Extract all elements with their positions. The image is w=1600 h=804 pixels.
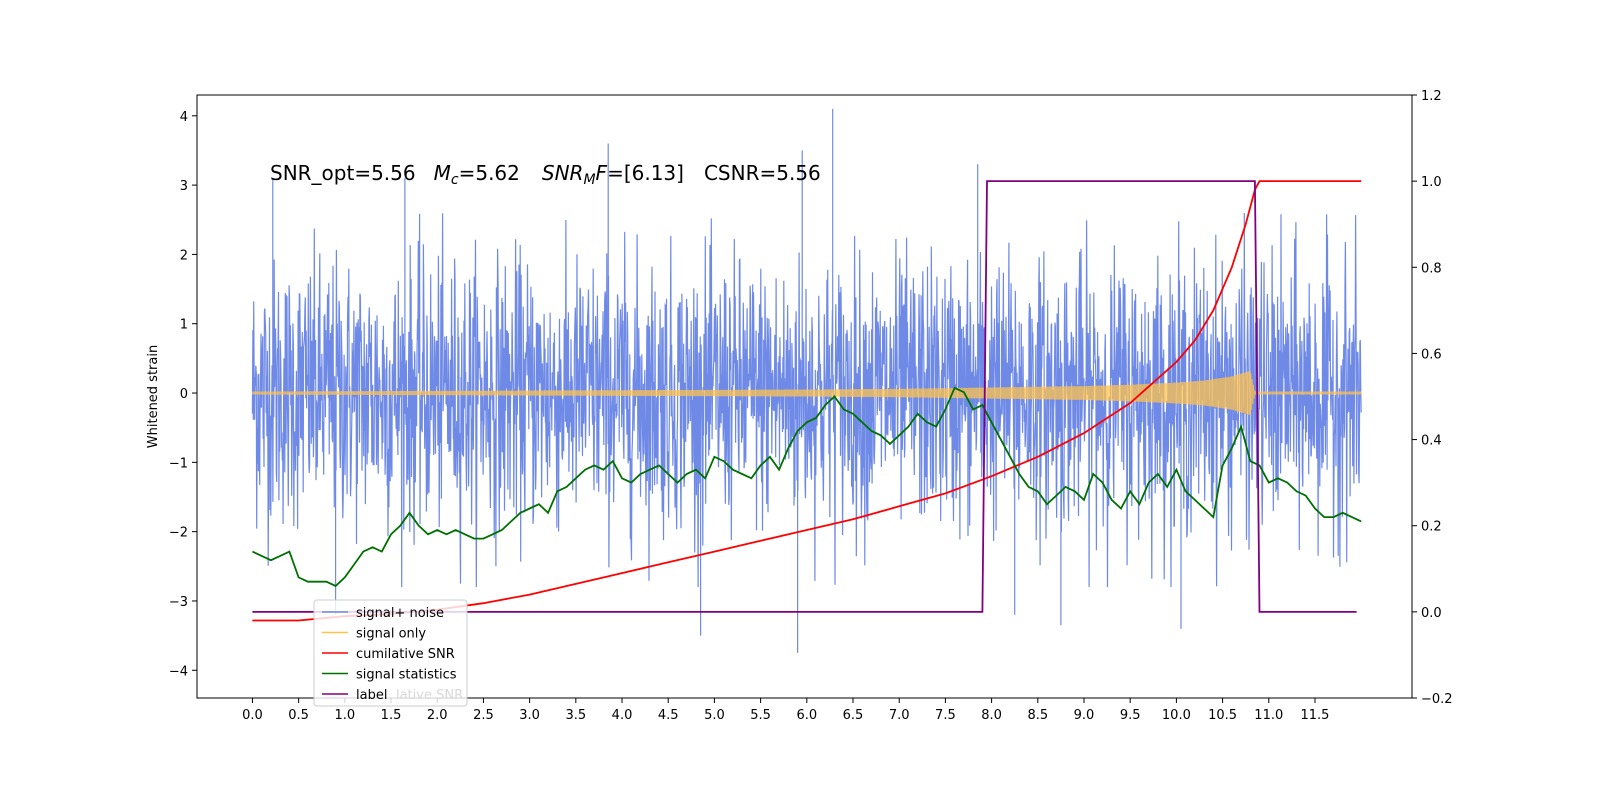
y-right-tick-label: 1.2 — [1421, 89, 1442, 104]
series-signal-noise — [251, 108, 1362, 653]
y-left-tick-label: −4 — [169, 664, 188, 679]
y-left-tick-label: −3 — [169, 595, 188, 610]
x-tick-label: 9.5 — [1120, 708, 1141, 723]
x-tick-label: 3.0 — [519, 708, 540, 723]
x-tick-label: 3.5 — [565, 708, 586, 723]
annotation-snrmf-value: =[6.13] — [607, 161, 684, 185]
annotation-snrmf-f: F — [596, 161, 608, 185]
y-left-tick-label: 1 — [180, 318, 188, 333]
annotation-text: SNR_opt=5.56 Mc=5.62 SNRMF=[6.13] CSNR=5.56 — [270, 161, 821, 188]
series-signal-only — [251, 370, 1362, 416]
x-tick-label: 5.5 — [750, 708, 771, 723]
x-tick-label: 11.0 — [1254, 708, 1283, 723]
y-right-tick-label: 0.8 — [1421, 261, 1442, 276]
annotation-mc-value: =5.62 — [459, 161, 520, 185]
y-left-tick-label: −1 — [169, 456, 188, 471]
legend-label: signal+ noise — [356, 606, 444, 621]
y-left-tick-label: 0 — [180, 387, 188, 402]
x-tick-label: 1.5 — [381, 708, 402, 723]
annotation-snrmf-subscript: M — [583, 172, 595, 188]
x-tick-label: 1.0 — [334, 708, 355, 723]
x-tick-label: 0.5 — [288, 708, 309, 723]
annotation-snrmf-symbol: SNR — [542, 161, 584, 185]
legend-ghost-label: lative SNR — [396, 688, 463, 703]
y-right-tick-label: 0.0 — [1421, 606, 1442, 621]
y-right-tick-label: 0.6 — [1421, 347, 1442, 362]
annotation-mc-symbol: M — [434, 161, 451, 185]
x-tick-label: 10.0 — [1162, 708, 1191, 723]
series-label — [252, 180, 1357, 613]
plot-frame — [196, 94, 1413, 699]
annotation-snr-opt: SNR_opt=5.56 — [270, 161, 416, 185]
annotation-mc-subscript: c — [451, 172, 459, 188]
x-tick-label: 4.5 — [658, 708, 679, 723]
y-left-tick-label: −2 — [169, 526, 188, 541]
series-signal-statistics — [252, 386, 1362, 588]
legend-box — [313, 599, 468, 707]
y-left-tick-label: 3 — [180, 179, 188, 194]
x-tick-label: 2.0 — [427, 708, 448, 723]
x-tick-label: 5.0 — [704, 708, 725, 723]
y-left-tick-label: 2 — [180, 248, 188, 263]
legend-label: signal only — [356, 627, 426, 642]
y-right-tick-label: 1.0 — [1421, 175, 1442, 190]
x-tick-label: 9.0 — [1074, 708, 1095, 723]
legend-label: cumilative SNR — [356, 647, 455, 662]
y-left-tick-label: 4 — [180, 110, 188, 125]
x-tick-label: 7.5 — [935, 708, 956, 723]
x-tick-label: 10.5 — [1208, 708, 1237, 723]
y-right-tick-label: 0.2 — [1421, 520, 1442, 535]
x-tick-label: 11.5 — [1301, 708, 1330, 723]
x-tick-label: 0.0 — [242, 708, 263, 723]
x-tick-label: 7.0 — [889, 708, 910, 723]
x-tick-label: 2.5 — [473, 708, 494, 723]
x-tick-label: 8.0 — [981, 708, 1002, 723]
y-axis-label: Whitened strain — [146, 345, 161, 448]
x-tick-label: 6.5 — [843, 708, 864, 723]
x-tick-label: 4.0 — [612, 708, 633, 723]
x-tick-label: 8.5 — [1027, 708, 1048, 723]
annotation-csnr: CSNR=5.56 — [704, 161, 821, 185]
legend-label: label — [356, 688, 387, 703]
y-right-tick-label: −0.2 — [1421, 692, 1453, 707]
x-tick-label: 6.0 — [796, 708, 817, 723]
legend-label: signal statistics — [356, 668, 457, 683]
y-right-tick-label: 0.4 — [1421, 434, 1442, 449]
